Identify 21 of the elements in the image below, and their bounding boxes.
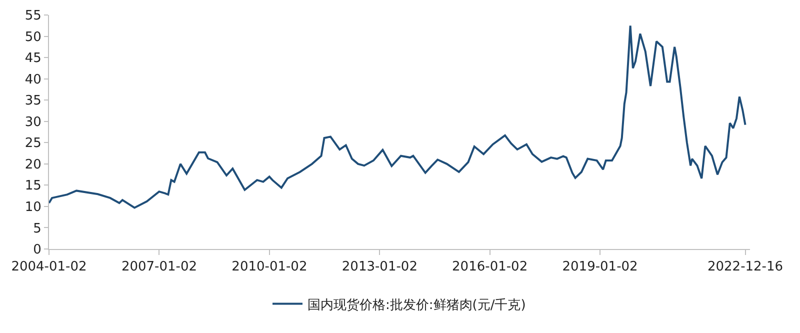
y-tick-label: 5 <box>33 221 42 236</box>
y-tick-label: 50 <box>24 30 42 45</box>
x-tick-label: 2004-01-02 <box>11 260 87 275</box>
legend-label: 国内现货价格:批发价:鲜猪肉(元/千克) <box>308 298 526 313</box>
x-tick-label: 2013-01-02 <box>342 260 418 275</box>
y-tick-label: 40 <box>24 72 42 88</box>
y-tick-label: 20 <box>24 157 42 172</box>
y-tick-label: 25 <box>24 136 42 152</box>
x-tick-label: 2010-01-02 <box>232 260 308 275</box>
y-tick-label: 10 <box>24 200 42 215</box>
y-tick-label: 45 <box>24 51 42 66</box>
y-tick-label: 15 <box>24 178 42 194</box>
y-tick-label: 30 <box>24 114 42 130</box>
y-tick-label: 35 <box>24 94 42 109</box>
x-tick-label: 2016-01-02 <box>452 260 528 275</box>
line-series <box>49 24 746 209</box>
x-tick-label: 2022-12-16 <box>707 260 784 275</box>
y-tick-label: 55 <box>24 8 42 24</box>
x-tick-label: 2007-01-02 <box>121 260 198 275</box>
x-tick-label: 2019-01-02 <box>562 260 638 275</box>
y-tick-label: 0 <box>33 242 42 258</box>
